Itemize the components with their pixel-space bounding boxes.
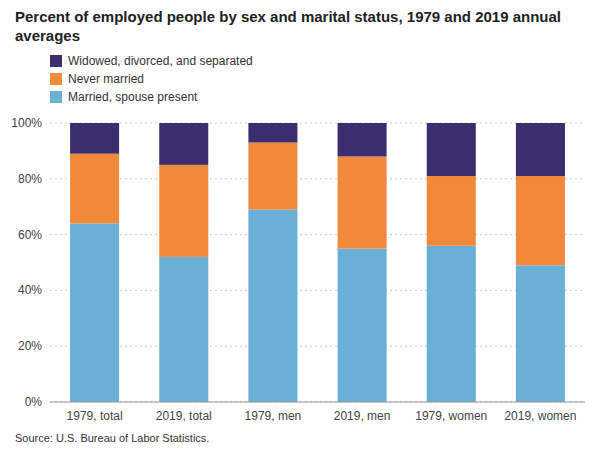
grid-line — [50, 290, 585, 291]
bar-segment — [516, 123, 565, 176]
y-tick-label: 60% — [18, 228, 42, 242]
bar-segment — [516, 265, 565, 402]
x-axis-line — [50, 402, 585, 403]
bar-segment — [516, 176, 565, 265]
grid-line — [50, 346, 585, 347]
grid-line — [50, 178, 585, 179]
x-tick-label: 1979, total — [67, 409, 123, 423]
bar-segment — [159, 165, 208, 257]
x-tick-label: 1979, women — [415, 409, 487, 423]
grid-line — [50, 402, 585, 403]
legend-label: Never married — [68, 72, 144, 86]
legend-label: Married, spouse present — [68, 90, 198, 104]
grid-line — [50, 123, 585, 124]
legend-swatch — [50, 73, 62, 85]
bar-segment — [427, 246, 476, 402]
legend-label: Widowed, divorced, and separated — [68, 54, 253, 68]
y-tick-label: 40% — [18, 283, 42, 297]
x-tick-label: 2019, women — [504, 409, 576, 423]
title: Percent of employed people by sex and ma… — [15, 8, 561, 44]
y-tick-label: 20% — [18, 339, 42, 353]
chart: Percent of employed people by sex and ma… — [0, 0, 600, 450]
bar-segment — [159, 123, 208, 165]
legend-swatch — [50, 55, 62, 67]
bar-segment — [159, 257, 208, 402]
bar-segment — [70, 223, 119, 402]
y-axis: 0% 20% 40% 60% 80% 100% — [11, 116, 585, 409]
x-tick-label: 2019, men — [334, 409, 391, 423]
legend-swatch — [50, 91, 62, 103]
title-line: averages — [15, 27, 80, 44]
x-tick-label: 1979, men — [245, 409, 302, 423]
bar-segment — [338, 123, 387, 156]
source-note: Source: U.S. Bureau of Labor Statistics. — [15, 432, 209, 444]
bar-segment — [70, 123, 119, 154]
y-tick-label: 0% — [25, 395, 43, 409]
bar-segment — [427, 123, 476, 176]
bar-segment — [248, 209, 297, 402]
x-tick-label: 2019, total — [156, 409, 212, 423]
bar-segment — [248, 123, 297, 143]
y-tick-label: 80% — [18, 172, 42, 186]
bar-segment — [427, 176, 476, 246]
y-tick-label: 100% — [11, 116, 42, 130]
bar-segment — [338, 249, 387, 402]
grid-line — [50, 234, 585, 235]
bar-segment — [338, 156, 387, 248]
bars — [70, 123, 565, 402]
x-axis: 1979, total 2019, total 1979, men 2019, men… — [50, 402, 585, 423]
bar-segment — [248, 143, 297, 210]
legend: Widowed, divorced, and separated Never ma… — [50, 54, 253, 104]
bar-segment — [70, 154, 119, 224]
title-line: Percent of employed people by sex and ma… — [15, 8, 561, 25]
